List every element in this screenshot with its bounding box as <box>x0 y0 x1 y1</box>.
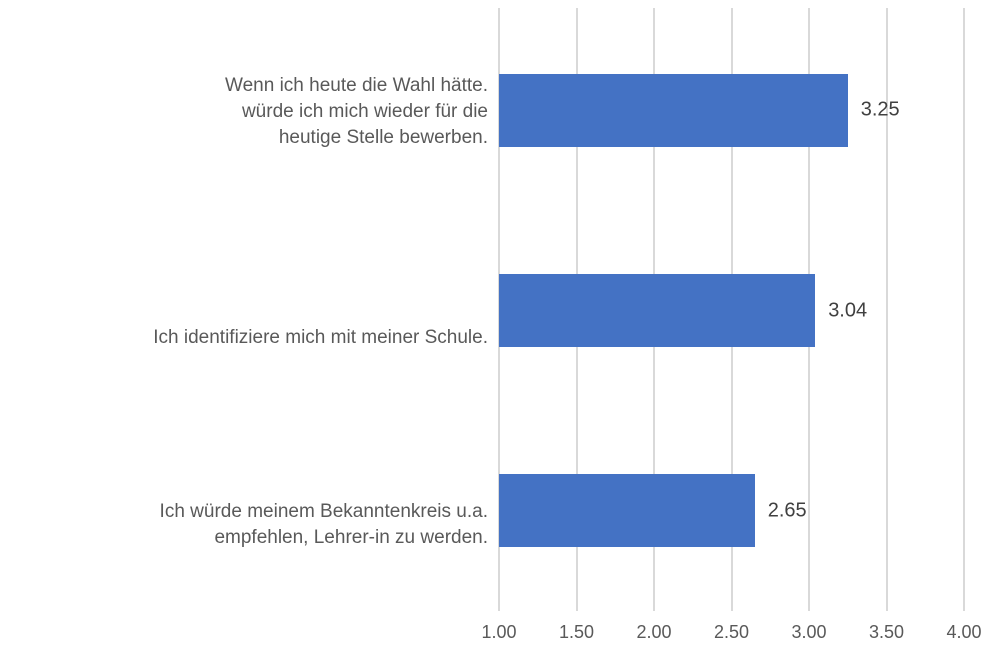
data-label: 2.65 <box>767 499 807 522</box>
x-tick-label: 4.00 <box>946 622 982 642</box>
bar <box>499 474 755 548</box>
bar <box>499 274 816 347</box>
x-tick-label: 2.00 <box>636 622 672 642</box>
x-tick-label: 2.50 <box>713 622 750 642</box>
category-label: Wenn ich heute die Wahl hätte. würde ich… <box>225 74 488 148</box>
data-label: 3.04 <box>828 299 868 321</box>
category-label: Ich würde meinem Bekanntenkreis u.a. emp… <box>159 501 488 549</box>
gridline <box>963 8 965 611</box>
category-label: Ich identifiziere mich mit meiner Schule… <box>153 327 488 348</box>
x-tick-label: 3.00 <box>791 622 827 642</box>
bar <box>499 73 848 147</box>
data-label: 3.25 <box>860 98 900 121</box>
x-tick-label: 1.00 <box>481 622 517 642</box>
x-tick-label: 1.50 <box>558 622 595 642</box>
x-tick-label: 3.50 <box>868 622 905 642</box>
gridline <box>885 8 888 611</box>
